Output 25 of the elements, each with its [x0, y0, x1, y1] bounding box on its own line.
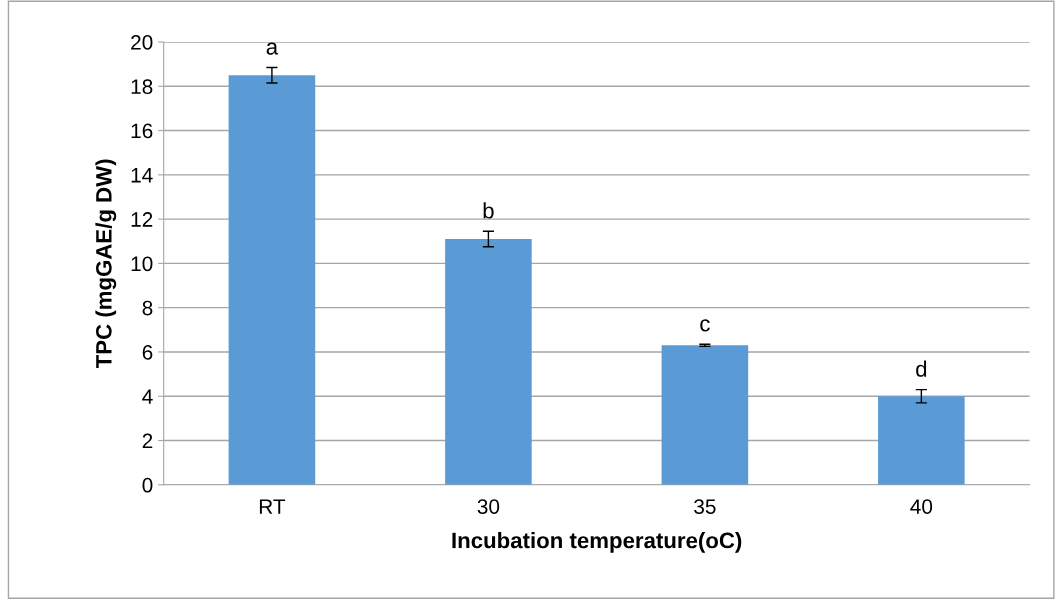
x-tick-label: RT [259, 499, 286, 514]
y-tick-label: 20 [131, 35, 153, 50]
y-tick-label: 10 [131, 256, 153, 272]
y-tick-label: 12 [131, 212, 153, 227]
annotation: a [266, 42, 279, 55]
annotation: b [483, 202, 494, 219]
x-tick-label: 35 [694, 499, 716, 514]
bar [228, 75, 316, 485]
x-tick-label: 40 [910, 499, 933, 514]
x-tick-label: 30 [477, 499, 500, 514]
bar [661, 345, 749, 485]
y-tick-label: 18 [131, 79, 153, 95]
x-axis-title: Incubation temperature(oC) [452, 532, 742, 553]
annotation: c [700, 319, 710, 332]
y-tick-label: 14 [131, 168, 153, 183]
y-tick-label: 16 [131, 123, 153, 139]
y-tick-label: 4 [142, 389, 153, 404]
y-tick-label: 0 [142, 477, 153, 493]
annotation: d [916, 360, 927, 377]
y-tick-label: 6 [142, 344, 153, 360]
bar [445, 239, 532, 485]
y-axis-title: TPC (mgGAE/g DW) [95, 159, 117, 369]
y-tick-label: 8 [142, 300, 153, 316]
bar [878, 396, 965, 485]
y-tick-label: 2 [142, 433, 153, 449]
